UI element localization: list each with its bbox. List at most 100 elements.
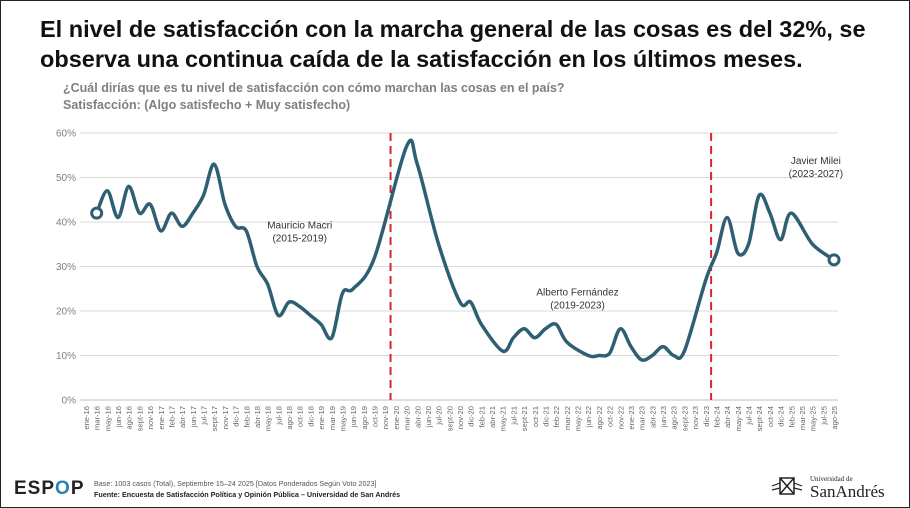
x-tick-label: nov-20	[456, 406, 465, 429]
x-axis-ticks: ene-16 mar-16 may-16 jun-16 ago-16 sept-16 nov…	[82, 406, 839, 431]
x-tick-label: ago-19	[360, 406, 369, 430]
x-tick-label: feb-22	[552, 406, 561, 428]
x-tick-label: abr-23	[648, 406, 657, 428]
annotation-period: (2023-2027)	[789, 169, 843, 180]
series	[90, 138, 841, 362]
x-tick-label: nov-16	[146, 406, 155, 429]
measure-label: Satisfacción: (Algo satisfecho + Muy sat…	[63, 98, 351, 112]
x-tick-label: sept-23	[680, 406, 689, 431]
x-tick-label: sept-16	[135, 406, 144, 431]
x-tick-label: ene-19	[317, 406, 326, 430]
x-tick-label: may-16	[103, 406, 112, 431]
x-tick-label: jun-22	[584, 406, 593, 428]
start-point-marker	[90, 206, 104, 220]
y-tick-label: 30%	[56, 262, 76, 273]
source-note: Fuente: Encuesta de Satisfacción Polític…	[94, 490, 401, 499]
x-tick-label: nov-23	[691, 406, 700, 429]
x-tick-label: mar-22	[563, 406, 572, 430]
university-label-big: SanAndrés	[810, 482, 885, 501]
x-tick-label: ago-16	[125, 406, 134, 430]
x-tick-label: ene-16	[82, 406, 91, 430]
x-tick-label: nov-19	[381, 406, 390, 429]
x-tick-label: feb-18	[242, 406, 251, 428]
x-tick-label: dic-23	[702, 406, 711, 427]
espop-logo: ESPOP	[14, 478, 85, 499]
x-tick-label: ene-20	[392, 406, 401, 430]
x-tick-label: mar-16	[93, 406, 102, 430]
x-tick-label: dic-18	[306, 406, 315, 427]
y-tick-label: 50%	[56, 173, 76, 184]
x-tick-label: dic-24	[777, 406, 786, 427]
x-tick-label: mar-23	[638, 406, 647, 430]
x-tick-label: abr-24	[723, 406, 732, 428]
x-tick-label: feb-17	[167, 406, 176, 428]
y-tick-label: 60%	[56, 129, 76, 140]
y-tick-label: 20%	[56, 307, 76, 318]
chart-title: El nivel de satisfacción con la marcha g…	[40, 16, 866, 72]
x-tick-label: ago-22	[595, 406, 604, 430]
x-tick-label: sept-20	[445, 406, 454, 431]
line-chart: 0%10%20%30%40%50%60% ene-16 mar-16 may-16 j…	[56, 129, 843, 432]
x-tick-label: dic-20	[467, 406, 476, 427]
x-tick-label: oct-19	[371, 406, 380, 427]
x-tick-label: oct-21	[531, 406, 540, 427]
x-tick-label: abr-17	[178, 406, 187, 428]
x-tick-label: jul-18	[274, 406, 283, 426]
x-tick-label: jul-17	[200, 406, 209, 426]
x-tick-label: abr-20	[413, 406, 422, 428]
base-note: Base: 1003 casos (Total), Septiembre 15–…	[94, 479, 377, 488]
x-tick-label: ago-18	[285, 406, 294, 430]
x-tick-label: feb-24	[712, 406, 721, 428]
y-axis-ticks: 0% 10% 20% 30% 40% 50% 60%	[56, 129, 76, 407]
x-tick-label: ene-23	[627, 406, 636, 430]
university-logo: Universidad de SanAndrés	[770, 474, 900, 502]
x-tick-label: oct-24	[766, 406, 775, 427]
annotation-period: (2019-2023)	[550, 300, 604, 311]
x-tick-label: mar-19	[328, 406, 337, 430]
x-tick-label: feb-21	[477, 406, 486, 428]
x-tick-label: jul-25	[819, 406, 828, 426]
x-tick-label: dic-17	[232, 406, 241, 427]
x-tick-label: jul-20	[435, 406, 444, 426]
x-tick-label: mar-20	[403, 406, 412, 430]
grid	[80, 132, 838, 401]
x-tick-label: abr-18	[253, 406, 262, 428]
x-tick-label: jun-19	[349, 406, 358, 428]
y-tick-label: 0%	[62, 396, 77, 407]
x-tick-label: may-21	[499, 406, 508, 431]
x-tick-label: oct-18	[296, 406, 305, 427]
x-tick-label: may-22	[574, 406, 583, 431]
x-tick-label: may-25	[809, 406, 818, 431]
survey-question: ¿Cuál dirías que es tu nivel de satisfac…	[63, 81, 565, 95]
x-tick-label: jun-23	[659, 406, 668, 428]
x-tick-label: ago-25	[830, 406, 839, 430]
x-tick-label: may-19	[338, 406, 347, 431]
x-tick-label: nov-17	[221, 406, 230, 429]
university-label-small: Universidad de	[810, 475, 853, 483]
x-tick-label: jun-17	[189, 406, 198, 428]
x-tick-label: may-24	[734, 406, 743, 431]
x-tick-label: may-18	[264, 406, 273, 431]
x-tick-label: dic-21	[541, 406, 550, 427]
x-tick-label: ago-23	[670, 406, 679, 430]
y-tick-label: 10%	[56, 351, 76, 362]
crest-icon	[771, 477, 803, 495]
satisfaction-line	[94, 138, 836, 362]
x-tick-label: sept-17	[210, 406, 219, 431]
x-tick-label: feb-25	[787, 406, 796, 428]
x-tick-label: mar-25	[798, 406, 807, 430]
annotation-label: Javier Milei	[791, 156, 841, 167]
period-annotations: Mauricio Macri (2015-2019) Alberto Fernánd…	[267, 156, 843, 311]
x-tick-label: abr-21	[488, 406, 497, 428]
x-tick-label: sept-21	[520, 406, 529, 431]
x-tick-label: jun-16	[114, 406, 123, 428]
x-tick-label: ene-17	[157, 406, 166, 430]
x-tick-label: jun-20	[424, 406, 433, 428]
annotation-period: (2015-2019)	[272, 234, 326, 245]
x-tick-label: nov-22	[616, 406, 625, 429]
x-tick-label: jul-21	[509, 406, 518, 426]
y-tick-label: 40%	[56, 218, 76, 229]
annotation-label: Mauricio Macri	[267, 221, 332, 232]
annotation-label: Alberto Fernández	[536, 287, 618, 298]
x-tick-label: jul-24	[745, 406, 754, 426]
